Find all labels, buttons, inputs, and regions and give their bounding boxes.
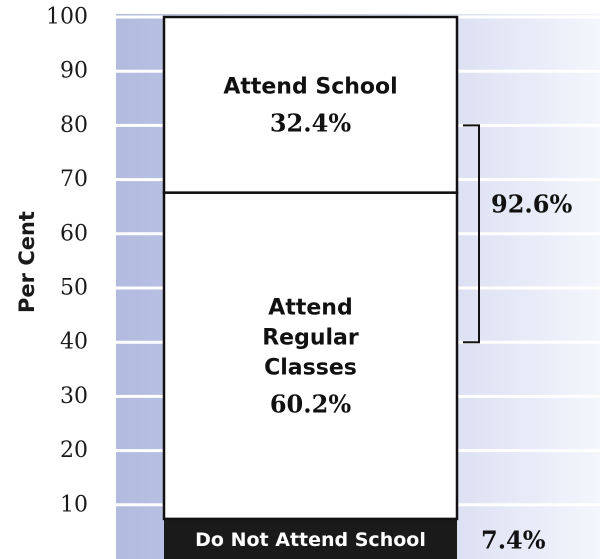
segment-value: 7.4%: [481, 525, 546, 554]
segment-value: 32.4%: [270, 108, 351, 137]
bar-segment: [162, 15, 459, 194]
y-tick-label: 60: [60, 221, 88, 246]
y-tick-label: 40: [60, 330, 88, 355]
bar-segment: [164, 518, 457, 559]
y-tick-label: 80: [60, 113, 88, 138]
segment-label: Attend: [268, 295, 352, 320]
y-tick-label: 30: [60, 384, 88, 409]
y-tick-label: 20: [60, 438, 88, 463]
y-tick-label: 100: [46, 5, 88, 30]
y-tick-label: 70: [60, 167, 88, 192]
segment-value: 60.2%: [270, 389, 351, 418]
y-axis-label: Per Cent: [15, 211, 39, 313]
y-tick-label: 90: [60, 59, 88, 84]
bracket-line: [463, 124, 480, 344]
y-tick-label: 10: [60, 492, 88, 517]
bracket-value: 92.6%: [491, 189, 572, 218]
segment-label: Classes: [264, 355, 357, 380]
segment-label: Regular: [262, 325, 359, 350]
segment-label: Do Not Attend School: [195, 529, 426, 551]
segment-label: Attend School: [223, 74, 397, 99]
y-tick-label: 50: [60, 276, 88, 301]
bar-segment: [162, 191, 459, 521]
